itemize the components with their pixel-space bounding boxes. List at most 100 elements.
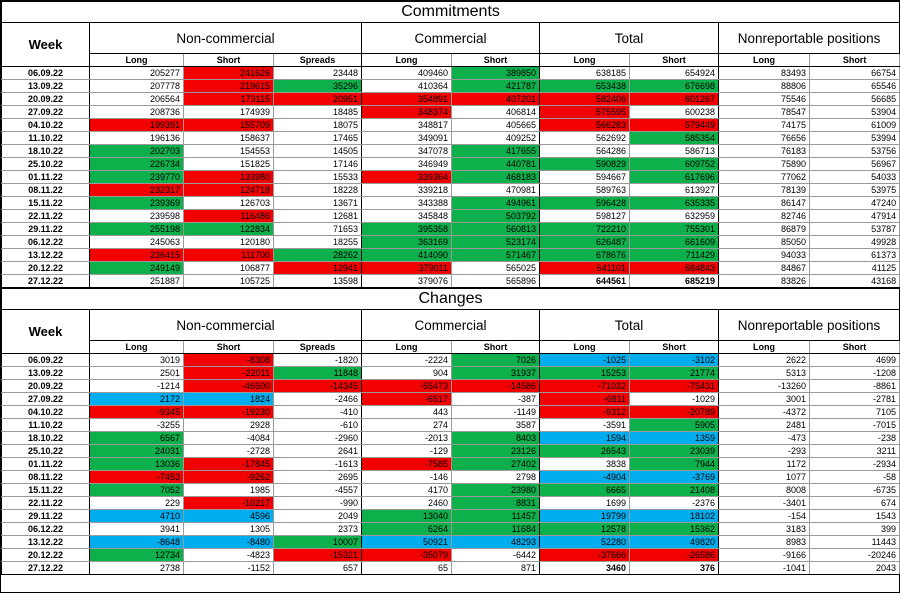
col-header-t-short: Short: [629, 53, 719, 67]
table-row: 13.12.22 236415 111700 28262 414090 571467 678…: [1, 248, 900, 262]
value-cell: -238: [808, 431, 900, 445]
value-cell: -1029: [629, 392, 719, 406]
value-cell: 202703: [89, 144, 184, 158]
value-cell: 49928: [808, 235, 900, 249]
value-cell: -4084: [183, 431, 274, 445]
value-cell: 74175: [718, 118, 810, 132]
value-cell: 579449: [629, 118, 719, 132]
table-row: 20.09.22 206564 173115 20951 354891 407201 582…: [1, 92, 900, 106]
value-cell: 348817: [361, 118, 452, 132]
value-cell: 126703: [183, 196, 274, 210]
value-cell: -10217: [183, 496, 274, 510]
col-header-nc-short: Short: [183, 340, 274, 354]
value-cell: 379076: [361, 274, 452, 288]
value-cell: 133980: [183, 170, 274, 184]
value-cell: 77062: [718, 170, 810, 184]
value-cell: 661609: [629, 235, 719, 249]
value-cell: -129: [361, 444, 452, 458]
value-cell: 2738: [89, 561, 184, 575]
value-cell: 345848: [361, 209, 452, 223]
value-cell: 86147: [718, 196, 810, 210]
value-cell: 17146: [273, 157, 362, 171]
value-cell: 105725: [183, 274, 274, 288]
value-cell: 5313: [718, 366, 810, 380]
value-cell: 613927: [629, 183, 719, 197]
title-row: Changes: [0, 288, 900, 310]
value-cell: 414090: [361, 248, 452, 262]
table-row: 15.11.22 239369 126703 13671 343388 494961 596…: [1, 196, 900, 210]
value-cell: 12578: [539, 522, 630, 536]
table-row: 11.10.22 196136 158637 17465 349091 409252 562…: [1, 131, 900, 145]
value-cell: 3183: [718, 522, 810, 536]
value-cell: 503792: [451, 209, 540, 223]
value-cell: 50921: [361, 535, 452, 549]
value-cell: 229: [89, 496, 184, 510]
value-cell: 207778: [89, 79, 184, 93]
table-row: 27.09.22 2172 1824 -2466 -6517 -387 -6811 -1029…: [1, 392, 900, 406]
value-cell: 2373: [273, 522, 362, 536]
value-cell: 61373: [808, 248, 900, 262]
value-cell: -1025: [539, 353, 630, 367]
changes-table: Changes Week Non-commercial Commercial T…: [0, 288, 900, 575]
week-cell: 18.10.22: [1, 144, 90, 158]
value-cell: -1214: [89, 379, 184, 393]
col-header-t-long: Long: [539, 340, 630, 354]
value-cell: 596428: [539, 196, 630, 210]
value-cell: 678676: [539, 248, 630, 262]
value-cell: 1594: [539, 431, 630, 445]
value-cell: -20789: [629, 405, 719, 419]
table-row: 13.09.22 207778 219615 35296 410364 421787 653…: [1, 79, 900, 93]
value-cell: 75546: [718, 92, 810, 106]
value-cell: 470981: [451, 183, 540, 197]
value-cell: 409252: [451, 131, 540, 145]
value-cell: 21774: [629, 366, 719, 380]
value-cell: 589763: [539, 183, 630, 197]
value-cell: 2043: [808, 561, 900, 575]
week-cell: 15.11.22: [1, 483, 90, 497]
value-cell: 94033: [718, 248, 810, 262]
value-cell: 421787: [451, 79, 540, 93]
value-cell: 376: [629, 561, 719, 575]
value-cell: -2376: [629, 496, 719, 510]
value-cell: 17465: [273, 131, 362, 145]
value-cell: 1824: [183, 392, 274, 406]
value-cell: -4823: [183, 548, 274, 562]
value-cell: 1699: [539, 496, 630, 510]
value-cell: 632959: [629, 209, 719, 223]
value-cell: 154553: [183, 144, 274, 158]
value-cell: 206564: [89, 92, 184, 106]
week-cell: 08.11.22: [1, 470, 90, 484]
value-cell: -3102: [629, 353, 719, 367]
value-cell: 11443: [808, 535, 900, 549]
value-cell: 54033: [808, 170, 900, 184]
table-row: 01.11.22 239770 133980 15533 339364 468183 594…: [1, 170, 900, 184]
value-cell: 10007: [273, 535, 362, 549]
value-cell: 1305: [183, 522, 274, 536]
week-cell: 04.10.22: [1, 405, 90, 419]
value-cell: 41125: [808, 261, 900, 275]
value-cell: 199391: [89, 118, 184, 132]
value-cell: 399: [808, 522, 900, 536]
value-cell: 12681: [273, 209, 362, 223]
col-header-nr-long: Long: [718, 340, 810, 354]
value-cell: 8403: [451, 431, 540, 445]
value-cell: -1041: [718, 561, 810, 575]
table-row: 11.10.22 -3255 2928 -610 274 3587 -3591 5905 248…: [1, 418, 900, 432]
value-cell: 443: [361, 405, 452, 419]
value-cell: 49820: [629, 535, 719, 549]
value-cell: 405665: [451, 118, 540, 132]
value-cell: -4904: [539, 470, 630, 484]
table-row: 06.09.22 205277 241626 23448 409460 389850 638…: [1, 66, 900, 80]
value-cell: 626487: [539, 235, 630, 249]
value-cell: -6442: [451, 548, 540, 562]
value-cell: 3460: [539, 561, 630, 575]
col-header-nr-long: Long: [718, 53, 810, 67]
value-cell: 635335: [629, 196, 719, 210]
value-cell: 343388: [361, 196, 452, 210]
value-cell: -6811: [539, 392, 630, 406]
value-cell: 35296: [273, 79, 362, 93]
value-cell: -2013: [361, 431, 452, 445]
value-cell: 66754: [808, 66, 900, 80]
value-cell: 83826: [718, 274, 810, 288]
